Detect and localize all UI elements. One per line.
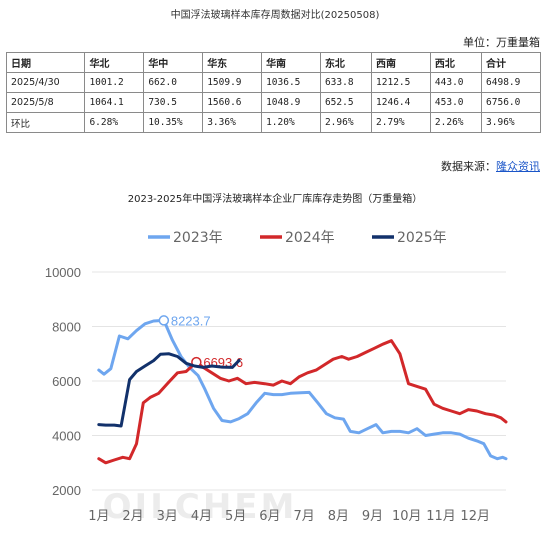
series-line: [97, 352, 241, 428]
y-tick-label: 8000: [52, 320, 81, 335]
source-link[interactable]: 隆众资讯: [496, 160, 540, 173]
table-row: 2025/4/30 1001.2 662.0 1509.9 1036.5 633…: [5, 72, 541, 93]
table-row: 2025/5/8 1064.1 730.5 1560.6 1048.9 652.…: [5, 92, 541, 113]
x-tick-label: 1月: [88, 509, 109, 524]
page-title: 中国浮法玻璃样本库存周数据对比(20250508): [170, 10, 380, 21]
legend-label: 2025年: [397, 230, 447, 246]
y-tick-label: 6000: [52, 374, 81, 389]
x-tick-label: 8月: [328, 509, 349, 524]
table-cell: 2.26%: [429, 112, 483, 133]
x-tick-label: 12月: [460, 509, 490, 524]
x-tick-label: 9月: [362, 509, 383, 524]
x-tick-label: 6月: [259, 509, 280, 524]
x-tick-label: 2月: [122, 509, 143, 524]
table-cell: 3.36%: [202, 112, 263, 133]
x-tick-label: 10月: [392, 509, 422, 524]
table-cell: 3.96%: [481, 112, 541, 133]
series-line: [97, 339, 508, 465]
annotation-marker: [158, 315, 170, 326]
x-tick-label: 11月: [426, 509, 456, 524]
x-tick-label: 7月: [293, 509, 314, 524]
table-header-cell: 日期: [5, 52, 86, 73]
inventory-comparison-table: 日期 华北 华中 华东 华南 东北 西南 西北 合计 2025/4/30 100…: [5, 52, 541, 133]
source-prefix: 数据来源：: [441, 160, 496, 173]
data-source: 数据来源：隆众资讯: [441, 158, 540, 174]
x-tick-label: 3月: [157, 509, 178, 524]
table-cell: 10.35%: [143, 112, 204, 133]
y-tick-label: 4000: [52, 429, 81, 444]
table-row: 环比 6.28% 10.35% 3.36% 1.20% 2.96% 2.79% …: [5, 112, 541, 133]
annotation-label: 8223.7: [171, 313, 211, 328]
unit-label: 单位：万重量箱: [463, 36, 540, 49]
y-tick-label: 2000: [52, 483, 81, 498]
legend-label: 2023年: [173, 230, 223, 246]
series-line: [97, 318, 508, 461]
y-tick-label: 10000: [45, 265, 81, 280]
chart-title: 2023-2025年中国浮法玻璃样本企业厂库库存走势图（万重量箱）: [127, 194, 423, 205]
legend-label: 2024年: [285, 230, 335, 246]
table-cell: 6.28%: [84, 112, 145, 133]
x-tick-label: 5月: [225, 509, 246, 524]
table-cell: 环比: [5, 112, 86, 133]
watermark-text: OILCHEM: [103, 487, 298, 527]
table-cell: 2.96%: [319, 112, 373, 133]
x-tick-label: 4月: [191, 509, 212, 524]
